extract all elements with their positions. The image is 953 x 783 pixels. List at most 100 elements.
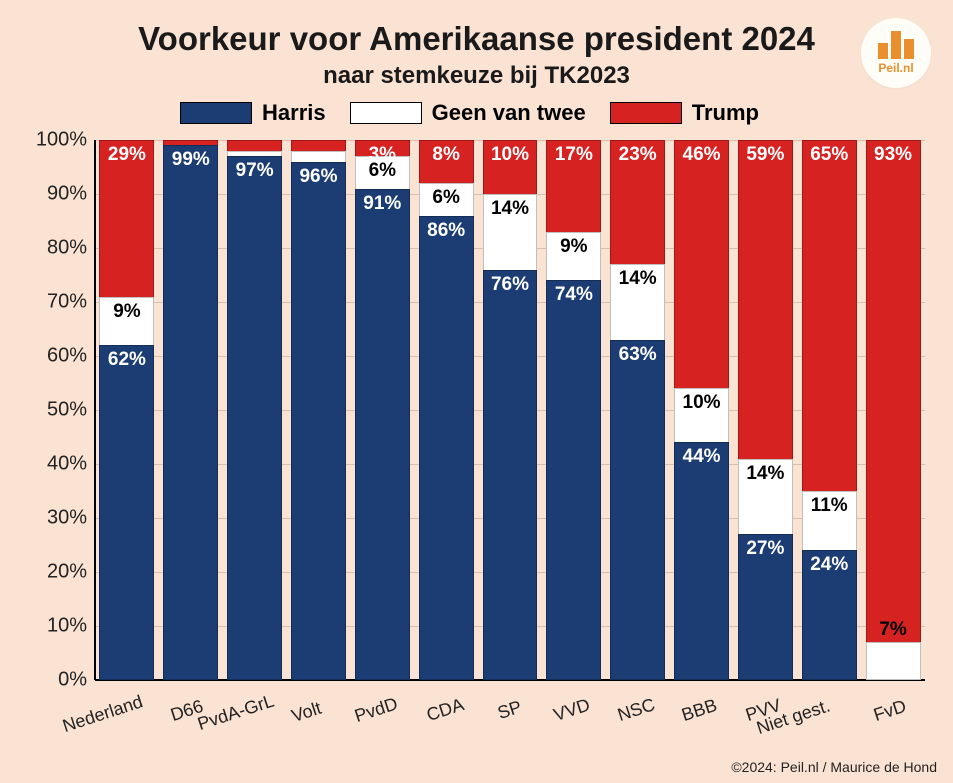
segment-value-label: 3% [369,144,396,166]
y-tick-label: 80% [47,237,95,260]
bar-segment-none [866,642,921,680]
x-tick-label: PvdA-GrL [195,691,277,735]
segment-value-label: 8% [432,144,459,166]
x-tick-label: CDA [424,694,467,726]
bar-segment-trump: 46% [674,140,729,388]
bar-stack: 62% 9% 29% [99,140,154,680]
plot-area: 0%10%20%30%40%50%60%70%80%90%100%62%9%29… [95,140,925,680]
bar-segment-trump: 29% [99,140,154,297]
bar-segment-harris: 24% [802,550,857,680]
y-tick-label: 10% [47,615,95,638]
y-tick-label: 60% [47,345,95,368]
bar-segment-harris: 62% [99,345,154,680]
legend: Harris Geen van twee Trump [0,100,953,126]
bar-stack: 91%6%3% [355,140,410,680]
y-tick-label: 40% [47,453,95,476]
legend-label: Harris [262,100,326,126]
y-tick-label: 50% [47,399,95,422]
segment-value-label: 86% [427,220,465,242]
segment-value-label: 14% [619,268,657,290]
bar-segment-trump: 23% [610,140,665,264]
y-tick-label: 70% [47,291,95,314]
segment-value-label: 27% [746,538,784,560]
bar-segment-harris: 76% [483,270,538,680]
bar-stack: 27% 14% 59% [738,140,793,680]
segment-value-label: 6% [432,187,459,209]
bar-segment-trump [291,140,346,151]
legend-label: Geen van twee [432,100,586,126]
segment-value-label: 9% [113,301,140,323]
x-tick-label: BBB [679,694,720,725]
logo-bars-icon [878,31,914,59]
bar-segment-harris: 91% [355,189,410,680]
bar-segment-trump: 3% [355,140,410,156]
segment-value-label: 93% [874,144,912,166]
x-tick-label: VVD [551,694,593,725]
bar-segment-harris: 96% [291,162,346,680]
bar-segment-harris: 27% [738,534,793,680]
bar-segment-none: 9% [99,297,154,346]
y-tick-label: 100% [36,129,95,152]
peil-logo: Peil.nl [861,18,931,88]
bar-segment-trump: 10% [483,140,538,194]
bar-segment-none: 14% [610,264,665,340]
chart-subtitle: naar stemkeuze bij TK2023 [0,62,953,90]
bar-stack: 96% [291,140,346,680]
segment-value-label: 24% [810,554,848,576]
bar-segment-trump: 17% [546,140,601,232]
bar-segment-harris: 44% [674,442,729,680]
x-tick-label: PvdD [352,694,400,728]
bar-segment-none [227,151,282,156]
segment-value-label: 96% [299,166,337,188]
y-tick-label: 30% [47,507,95,530]
bar-segment-none: 14% [483,194,538,270]
bar-stack: 86% 6% 8% [419,140,474,680]
segment-value-label: 63% [619,344,657,366]
bar-segment-none: 14% [738,459,793,535]
segment-value-label: 76% [491,274,529,296]
segment-value-label: 14% [491,198,529,220]
legend-label: Trump [692,100,759,126]
bar-segment-trump: 8% [419,140,474,183]
segment-value-label: 91% [363,193,401,215]
x-tick-label: SP [495,696,524,723]
bar-segment-trump [227,140,282,151]
bar-segment-none: 11% [802,491,857,550]
bar-segment-none: 9% [546,232,601,281]
bar-stack: 97% [227,140,282,680]
bar-stack: 24% 11% 65% [802,140,857,680]
segment-value-label: 65% [810,144,848,166]
bar-stack: 44% 10% 46% [674,140,729,680]
x-tick-label: Volt [289,698,324,727]
segment-value-label: 9% [560,236,587,258]
legend-swatch [610,102,682,124]
chart-canvas: Voorkeur voor Amerikaanse president 2024… [0,0,953,783]
bar-segment-trump: 59% [738,140,793,459]
segment-value-label: 44% [683,446,721,468]
bar-segment-harris: 99% [163,145,218,680]
segment-value-label: 46% [683,144,721,166]
segment-value-label: 99% [172,149,210,171]
segment-value-label: 97% [236,160,274,182]
legend-swatch [180,102,252,124]
segment-value-label: 10% [491,144,529,166]
bar-stack: 74%9%17% [546,140,601,680]
bar-segment-trump [163,140,218,145]
bar-segment-none [291,151,346,162]
y-tick-label: 90% [47,183,95,206]
chart-title: Voorkeur voor Amerikaanse president 2024 [0,20,953,58]
y-tick-label: 0% [58,669,95,692]
bar-stack: 93% [866,140,921,680]
legend-swatch [350,102,422,124]
copyright-text: ©2024: Peil.nl / Maurice de Hond [731,759,937,775]
bar-segment-trump: 93% [866,140,921,642]
segment-value-label: 23% [619,144,657,166]
bar-stack: 76% 14% 10% [483,140,538,680]
bar-segment-harris: 97% [227,156,282,680]
bar-segment-harris: 63% [610,340,665,680]
segment-value-label: 29% [108,144,146,166]
bar-segment-trump: 65% [802,140,857,491]
segment-value-label: 10% [683,392,721,414]
bar-segment-none: 6% [419,183,474,215]
segment-value-label: 14% [746,463,784,485]
